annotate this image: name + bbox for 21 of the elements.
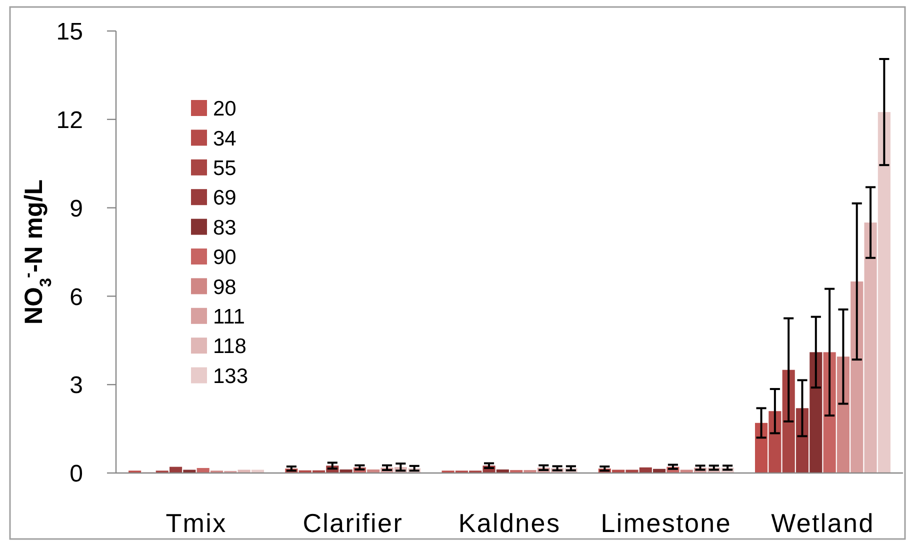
legend-label: 111	[213, 305, 245, 328]
legend-label: 83	[213, 216, 236, 240]
x-tick-label: Kaldnes	[458, 508, 561, 538]
legend-label: 98	[213, 276, 236, 299]
x-tick-label: Tmix	[166, 508, 227, 538]
legend-label: 90	[213, 246, 236, 270]
y-tick-label: 6	[70, 284, 83, 311]
y-tick-label: 15	[56, 18, 83, 46]
y-tick-label: 0	[70, 460, 83, 488]
y-tick-label: 12	[56, 107, 83, 134]
x-tick-label: Wetland	[771, 508, 874, 538]
legend-label: 20	[213, 98, 236, 121]
x-tick-label: Clarifier	[302, 508, 404, 538]
y-tick-label: 3	[70, 372, 83, 400]
y-tick-label: 9	[70, 195, 83, 222]
legend-label: 55	[213, 156, 236, 180]
legend-label: 69	[213, 186, 236, 210]
legend-label: 133	[213, 364, 248, 388]
legend-label: 34	[213, 127, 237, 150]
legend-label: 118	[213, 335, 246, 358]
x-tick-label: Limestone	[600, 508, 732, 538]
